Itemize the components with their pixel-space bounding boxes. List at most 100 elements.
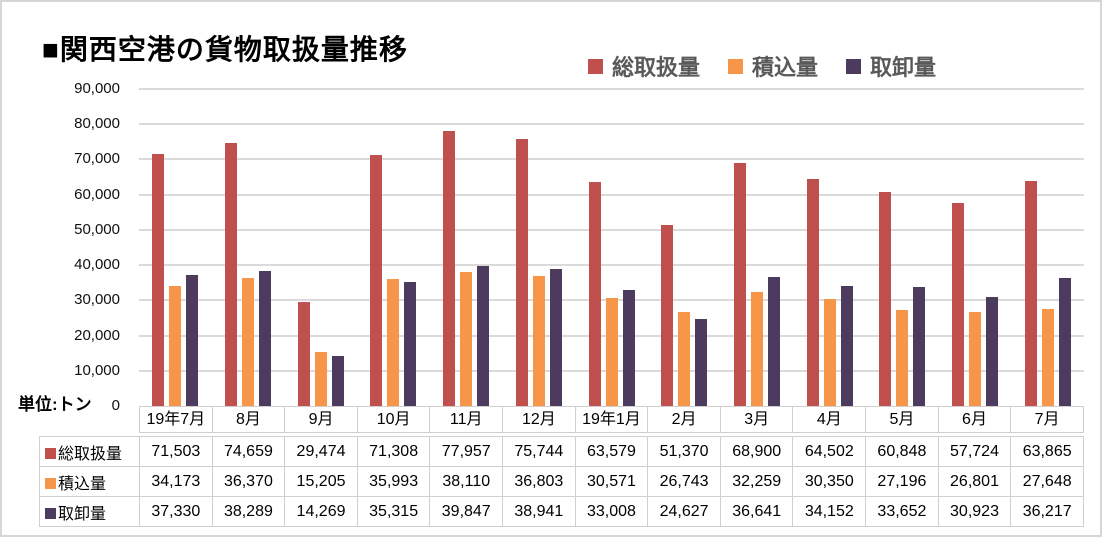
table-cell: 26,801: [937, 466, 1012, 497]
data-table: 総取扱量 71,503 74,659 29,474 71,308 77,957 75,744…: [39, 436, 1084, 527]
series-color-swatch: [45, 447, 56, 459]
table-cell: 27,648: [1010, 466, 1084, 497]
bar-積込量: [1042, 309, 1054, 406]
table-cell: 33,008: [574, 496, 649, 527]
table-cell: 68,900: [719, 436, 794, 467]
bar-総取扱量: [952, 203, 964, 406]
table-cell: 71,308: [356, 436, 431, 467]
bar-取卸量: [841, 286, 853, 406]
x-axis-label: 3月: [719, 406, 794, 433]
table-cell: 51,370: [647, 436, 721, 467]
bar-取卸量: [695, 319, 707, 406]
gridline: [139, 193, 1084, 196]
legend-item: 取卸量: [846, 50, 936, 82]
table-cell: 71,503: [139, 436, 213, 467]
bar-積込量: [824, 299, 836, 406]
table-cell: 14,269: [284, 496, 358, 527]
bar-総取扱量: [589, 182, 601, 406]
bar-取卸量: [186, 275, 198, 406]
y-axis-label: 80,000: [74, 115, 120, 133]
bar-総取扱量: [1025, 181, 1037, 406]
table-row: 総取扱量 71,503 74,659 29,474 71,308 77,957 75,744…: [39, 436, 1084, 467]
bar-取卸量: [913, 287, 925, 406]
y-axis-label: 0: [111, 397, 120, 414]
table-row-header: 総取扱量: [39, 436, 140, 467]
x-axis-label: 5月: [865, 406, 939, 433]
x-axis-label: 9月: [284, 406, 358, 433]
y-axis-label: 60,000: [74, 185, 120, 203]
legend-color-swatch: [588, 58, 603, 74]
legend-item: 積込量: [728, 50, 818, 82]
bar-積込量: [387, 279, 399, 406]
bar-取卸量: [404, 282, 416, 406]
table-row-header: 積込量: [39, 466, 140, 497]
unit-label: 単位:トン: [18, 395, 92, 414]
series-color-swatch: [45, 477, 56, 489]
table-cell: 36,803: [502, 466, 576, 497]
bar-総取扱量: [298, 302, 310, 406]
table-cell: 30,923: [937, 496, 1012, 527]
table-cell: 77,957: [429, 436, 504, 467]
x-axis-label: 8月: [211, 406, 286, 433]
bar-総取扱量: [370, 155, 382, 406]
y-axis-label: 40,000: [74, 256, 120, 274]
bar-取卸量: [986, 297, 998, 406]
table-cell: 30,350: [792, 466, 867, 497]
table-cell: 15,205: [284, 466, 358, 497]
table-cell: 38,110: [429, 466, 504, 497]
bar-取卸量: [550, 269, 562, 406]
legend-label: 積込量: [752, 55, 819, 80]
x-axis-label: 19年1月: [574, 406, 649, 433]
table-cell: 57,724: [937, 436, 1012, 467]
gridline: [139, 123, 1084, 126]
table-cell: 35,315: [356, 496, 431, 527]
table-cell: 29,474: [284, 436, 358, 467]
x-axis-label: 4月: [792, 406, 867, 433]
bar-取卸量: [332, 356, 344, 406]
bar-総取扱量: [516, 139, 528, 406]
table-cell: 36,370: [211, 466, 286, 497]
table-cell: 39,847: [429, 496, 504, 527]
legend: 総取扱量 積込量 取卸量: [588, 50, 936, 82]
x-axis-label: 7月: [1010, 406, 1084, 433]
bar-総取扱量: [225, 143, 237, 406]
bar-積込量: [678, 312, 690, 406]
bar-積込量: [969, 312, 981, 406]
bar-積込量: [606, 298, 618, 406]
bar-総取扱量: [734, 163, 746, 406]
y-axis-label: 30,000: [74, 291, 120, 309]
chart-title: ■関西空港の貨物取扱量推移: [42, 34, 408, 65]
table-row: 積込量 34,173 36,370 15,205 35,993 38,110 36,803 3…: [39, 466, 1084, 497]
bar-積込量: [315, 352, 327, 406]
table-cell: 34,152: [792, 496, 867, 527]
table-cell: 27,196: [865, 466, 939, 497]
x-axis-category-row: 19年7月 8月 9月 10月 11月 12月 19年1月 2月 3月 4月 5月 6月 7月: [139, 406, 1084, 433]
bar-積込量: [896, 310, 908, 406]
table-cell: 33,652: [865, 496, 939, 527]
bar-取卸量: [477, 266, 489, 406]
x-axis-label: 2月: [647, 406, 721, 433]
legend-label: 取卸量: [870, 55, 937, 80]
bar-総取扱量: [879, 192, 891, 406]
table-cell: 36,641: [719, 496, 794, 527]
bar-総取扱量: [661, 225, 673, 406]
y-axis-label: 70,000: [74, 150, 120, 168]
table-cell: 26,743: [647, 466, 721, 497]
table-cell: 24,627: [647, 496, 721, 527]
legend-label: 総取扱量: [612, 55, 701, 80]
table-cell: 35,993: [356, 466, 431, 497]
legend-color-swatch: [728, 58, 744, 74]
bar-積込量: [242, 278, 254, 406]
table-cell: 63,865: [1010, 436, 1084, 467]
bar-総取扱量: [152, 154, 164, 406]
x-axis-label: 11月: [429, 406, 504, 433]
bar-取卸量: [768, 277, 780, 406]
bar-取卸量: [623, 290, 635, 406]
x-axis-label: 12月: [502, 406, 576, 433]
bar-積込量: [169, 286, 181, 406]
legend-color-swatch: [846, 58, 862, 74]
table-cell: 63,579: [574, 436, 649, 467]
bar-積込量: [460, 272, 472, 406]
table-cell: 60,848: [865, 436, 939, 467]
bar-総取扱量: [807, 179, 819, 406]
